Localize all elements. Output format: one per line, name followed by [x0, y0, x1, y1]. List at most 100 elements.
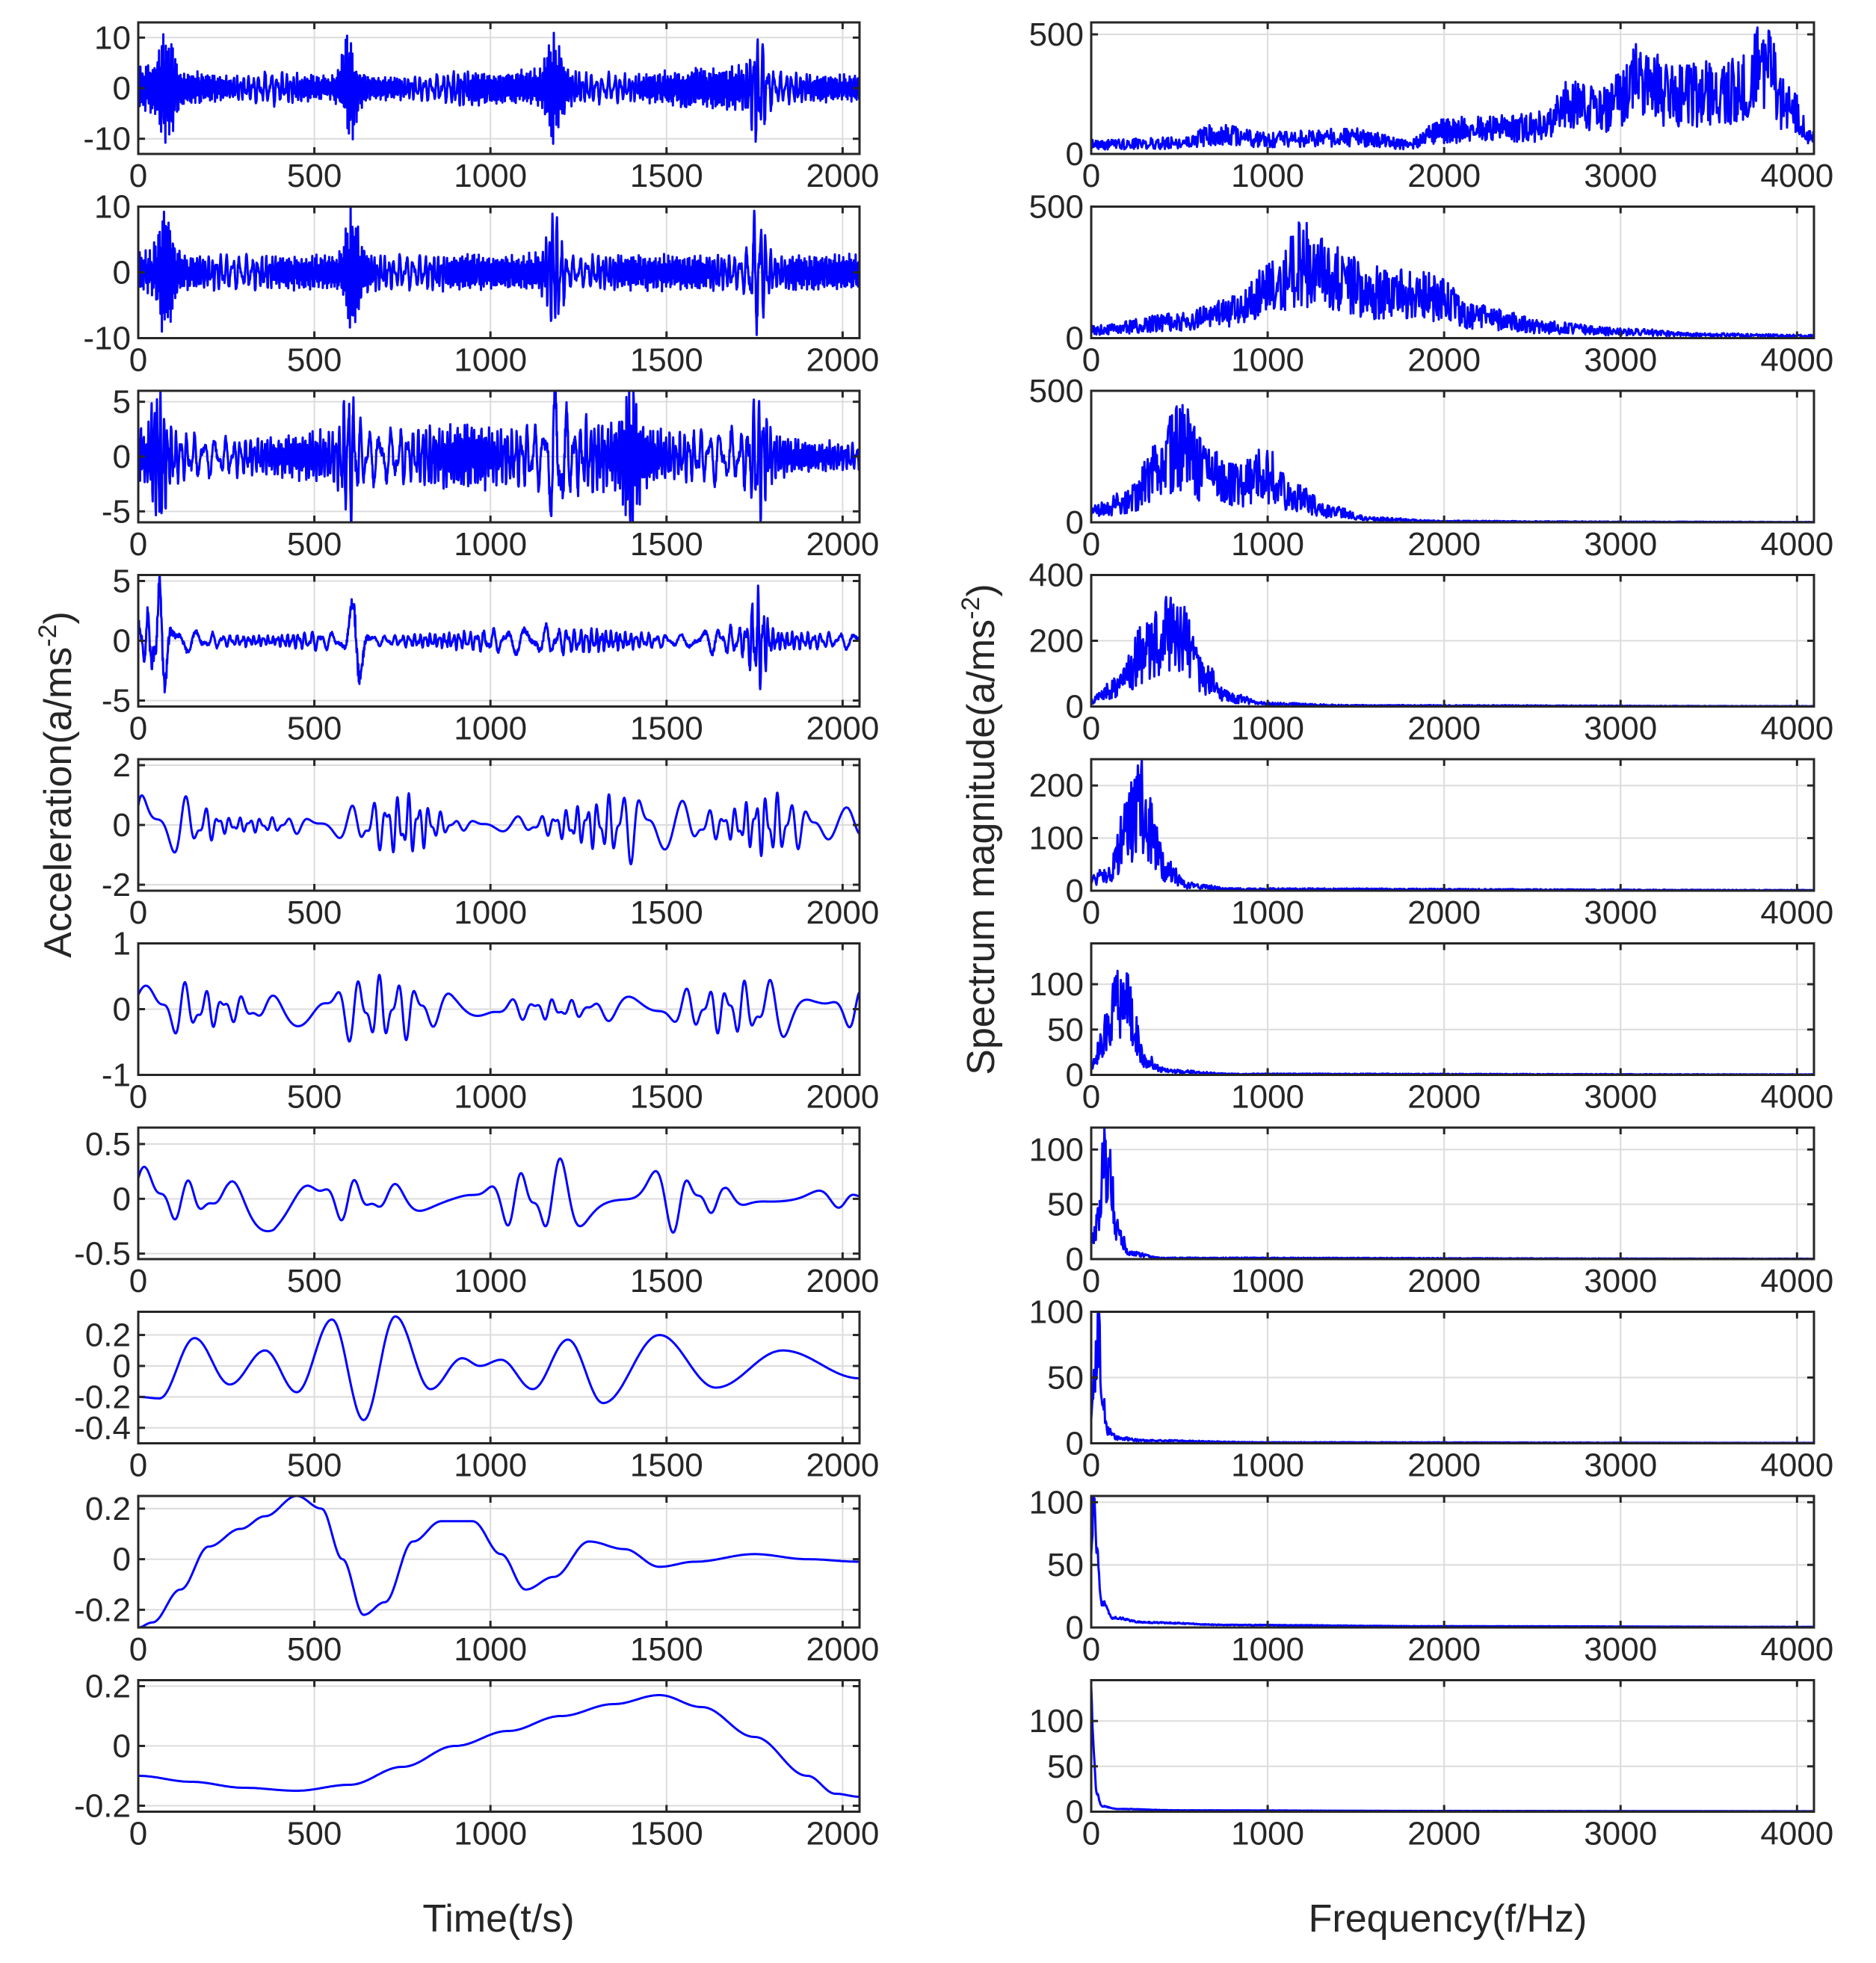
y-tick-label: -1 [102, 1057, 131, 1094]
subplot-frequency-4: 0 1000 2000 3000 4000 0 200 400 [1029, 557, 1834, 747]
x-tick-label: 1000 [454, 526, 527, 563]
y-tick-label: 50 [1047, 1749, 1084, 1785]
series-line [1090, 221, 1815, 338]
x-tick-label: 1500 [630, 1447, 703, 1484]
subplot-frequency-5: 0 1000 2000 3000 4000 0 100 200 [1029, 758, 1833, 931]
y-tick-label: 400 [1029, 557, 1084, 594]
y-tick-label: 100 [1029, 820, 1084, 857]
y-tick-label: 0.5 [85, 1126, 131, 1163]
axes-box [137, 1494, 861, 1629]
x-tick-label: 3000 [1584, 1079, 1657, 1116]
x-tick-label: 3000 [1584, 711, 1657, 747]
x-tick-label: 1500 [630, 711, 703, 747]
series-line [1090, 596, 1815, 708]
x-tick-label: 0 [129, 894, 147, 931]
y-tick-label: 0 [1066, 1241, 1084, 1278]
x-tick-label: 0 [1082, 1447, 1100, 1484]
y-tick-label: 50 [1047, 1012, 1084, 1048]
y-tick-label: -10 [83, 121, 131, 158]
y-tick-label: -10 [83, 321, 131, 357]
x-tick-label: 2000 [806, 1631, 879, 1668]
series-line [1090, 1494, 1815, 1628]
axes-box [1090, 1126, 1815, 1261]
x-tick-label: 1000 [454, 1263, 527, 1299]
x-tick-label: 0 [1082, 1079, 1100, 1116]
x-tick-label: 3000 [1584, 1631, 1657, 1668]
x-tick-label: 1500 [630, 1816, 703, 1852]
y-tick-label: 2 [113, 747, 131, 784]
subplot-time-3: 0 500 1000 1500 2000-505 [102, 384, 879, 563]
x-tick-label: 3000 [1584, 1263, 1657, 1299]
y-tick-label: -0.2 [74, 1379, 131, 1415]
x-tick-label: 2000 [1407, 711, 1481, 747]
y-tick-label: 50 [1047, 1547, 1084, 1583]
subplot-time-10: 0 500 1000 1500 2000-0.200.2 [74, 1669, 879, 1852]
x-tick-label: 2000 [1407, 526, 1481, 563]
x-tick-label: 3000 [1584, 526, 1657, 563]
series-line [137, 389, 860, 524]
x-tick-label: 1000 [454, 894, 527, 931]
axes-box [1090, 1494, 1815, 1629]
subplot-frequency-2: 0 1000 2000 3000 4000 0 500 [1029, 189, 1834, 379]
x-tick-label: 0 [1082, 711, 1100, 747]
y-tick-label: 0 [1066, 1794, 1084, 1831]
axes-box [137, 1311, 861, 1444]
axes-box [1090, 21, 1815, 155]
x-tick-label: 4000 [1760, 1631, 1833, 1668]
y-tick-label: 0 [1066, 321, 1084, 357]
x-tick-label: 1500 [630, 1079, 703, 1116]
y-tick-label: -0.2 [74, 1592, 131, 1628]
axes-box [1090, 205, 1815, 339]
left-y-axis-label: Acceleration(a/ms-2) [34, 611, 80, 958]
x-tick-label: 2000 [1407, 158, 1481, 194]
x-tick-label: 4000 [1760, 1816, 1833, 1852]
x-tick-label: 2000 [806, 711, 879, 747]
series-line [1090, 1686, 1815, 1813]
x-tick-label: 1000 [1231, 158, 1304, 194]
y-tick-label: 200 [1029, 767, 1084, 804]
x-tick-label: 1000 [1231, 1079, 1304, 1116]
x-tick-label: 2000 [1407, 1263, 1481, 1299]
y-tick-label: 10 [94, 189, 131, 226]
y-tick-label: 0.2 [85, 1317, 131, 1354]
x-tick-label: 0 [1082, 894, 1100, 931]
series-line [137, 974, 860, 1043]
y-tick-label: 200 [1029, 623, 1084, 660]
x-tick-label: 2000 [1407, 1631, 1481, 1668]
y-tick-label: 100 [1029, 1131, 1084, 1168]
x-tick-label: 1000 [1231, 1263, 1304, 1299]
x-tick-label: 0 [1082, 158, 1100, 194]
y-tick-label: 5 [113, 563, 131, 600]
right-ylabel-tail: ) [960, 584, 1003, 596]
x-tick-label: 0 [129, 1631, 147, 1668]
x-tick-label: 0 [1082, 526, 1100, 563]
x-tick-label: 0 [129, 342, 147, 379]
x-tick-label: 1000 [454, 1447, 527, 1484]
x-tick-label: 2000 [806, 158, 879, 194]
y-tick-label: 10 [94, 19, 131, 56]
x-tick-label: 0 [1082, 342, 1100, 379]
x-tick-label: 2000 [1407, 894, 1481, 931]
left-ylabel-tail: ) [37, 611, 80, 624]
x-tick-label: 0 [129, 711, 147, 747]
series-line [1090, 404, 1815, 524]
x-tick-label: 1000 [454, 1816, 527, 1852]
x-tick-label: 500 [287, 1079, 342, 1116]
x-tick-label: 0 [129, 1816, 147, 1852]
x-tick-label: 2000 [806, 1079, 879, 1116]
x-tick-label: 1000 [454, 1079, 527, 1116]
y-tick-label: 0 [113, 255, 131, 291]
x-tick-label: 1000 [454, 158, 527, 194]
x-tick-label: 4000 [1760, 1263, 1833, 1299]
x-tick-label: 500 [287, 1447, 342, 1484]
axes-box [1090, 1679, 1815, 1813]
y-tick-label: -0.2 [74, 1788, 131, 1825]
x-tick-label: 4000 [1760, 894, 1833, 931]
y-tick-label: 500 [1029, 189, 1084, 226]
x-tick-label: 0 [1082, 1816, 1100, 1852]
y-tick-label: 0 [1066, 689, 1084, 726]
y-tick-label: 0 [1066, 873, 1084, 909]
x-tick-label: 1500 [630, 1263, 703, 1299]
